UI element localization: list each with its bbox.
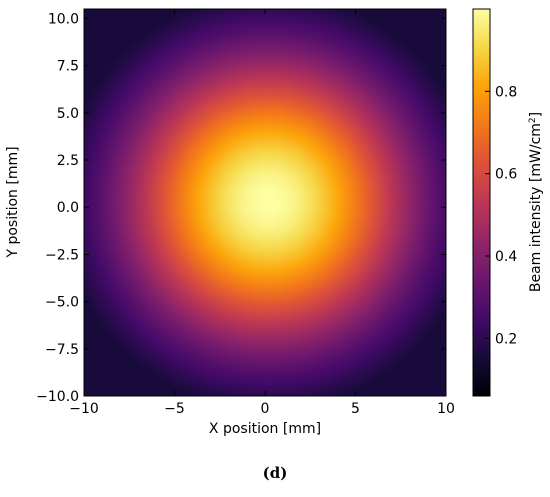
colorbar-tick-label: 0.4 xyxy=(495,249,517,265)
colorbar xyxy=(472,8,491,397)
y-tick-label: −10.0 xyxy=(36,389,79,405)
x-axis-ticks: −10 −5 0 5 10 xyxy=(69,9,455,417)
y-tick-label: 5.0 xyxy=(57,106,79,122)
heatmap-field xyxy=(84,9,446,396)
colorbar-tick-label: 0.2 xyxy=(495,331,517,347)
colorbar-tick-label: 0.6 xyxy=(495,167,517,183)
x-axis-label: X position [mm] xyxy=(209,421,321,437)
y-tick-label: −2.5 xyxy=(45,247,79,263)
y-tick-label: 0.0 xyxy=(57,200,79,216)
y-axis-label: Y position [mm] xyxy=(5,146,21,258)
y-axis-ticks: 10.0 7.5 5.0 2.5 0.0 −2.5 −5.0 −7.5 −10.0 xyxy=(36,11,446,405)
y-tick-label: 2.5 xyxy=(57,153,79,169)
panel-label: (d) xyxy=(262,464,288,482)
x-tick-label: −5 xyxy=(164,401,185,417)
x-tick-label: 10 xyxy=(437,401,455,417)
x-tick-label: 0 xyxy=(261,401,270,417)
x-tick-label: 5 xyxy=(351,401,360,417)
colorbar-ticks: 0.2 0.4 0.6 0.8 xyxy=(485,84,517,347)
y-tick-label: −7.5 xyxy=(45,342,79,358)
x-tick-label: −10 xyxy=(69,401,99,417)
colorbar-tick-label: 0.8 xyxy=(495,84,517,100)
colorbar-label: Beam intensity [mW/cm2] xyxy=(528,112,544,292)
y-tick-label: −5.0 xyxy=(45,295,79,311)
y-tick-label: 7.5 xyxy=(57,59,79,75)
y-tick-label: 10.0 xyxy=(48,11,79,27)
